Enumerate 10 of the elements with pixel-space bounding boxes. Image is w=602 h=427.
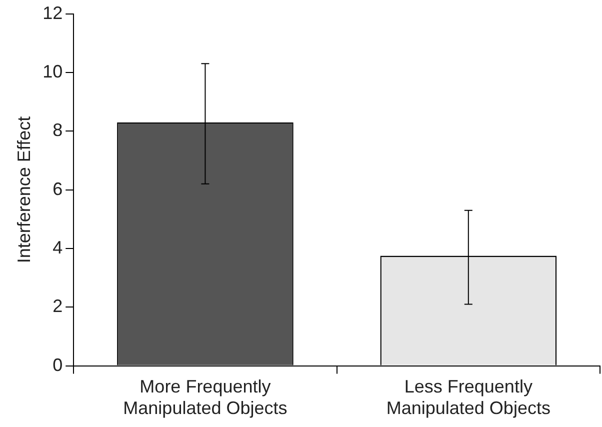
x-tick-label: Less Frequently Manipulated Objects [386,376,550,418]
y-tick-label: 8 [52,120,63,140]
y-tick-label: 0 [52,354,63,375]
y-tick-label: 10 [42,61,63,82]
y-tick-label: 12 [42,2,63,23]
y-tick-label: 2 [52,296,63,316]
x-tick-label: More Frequently Manipulated Objects [123,376,288,418]
y-axis-title: Interference Effect [14,116,34,264]
y-tick-label: 4 [52,237,63,258]
y-tick-label: 6 [52,178,63,199]
